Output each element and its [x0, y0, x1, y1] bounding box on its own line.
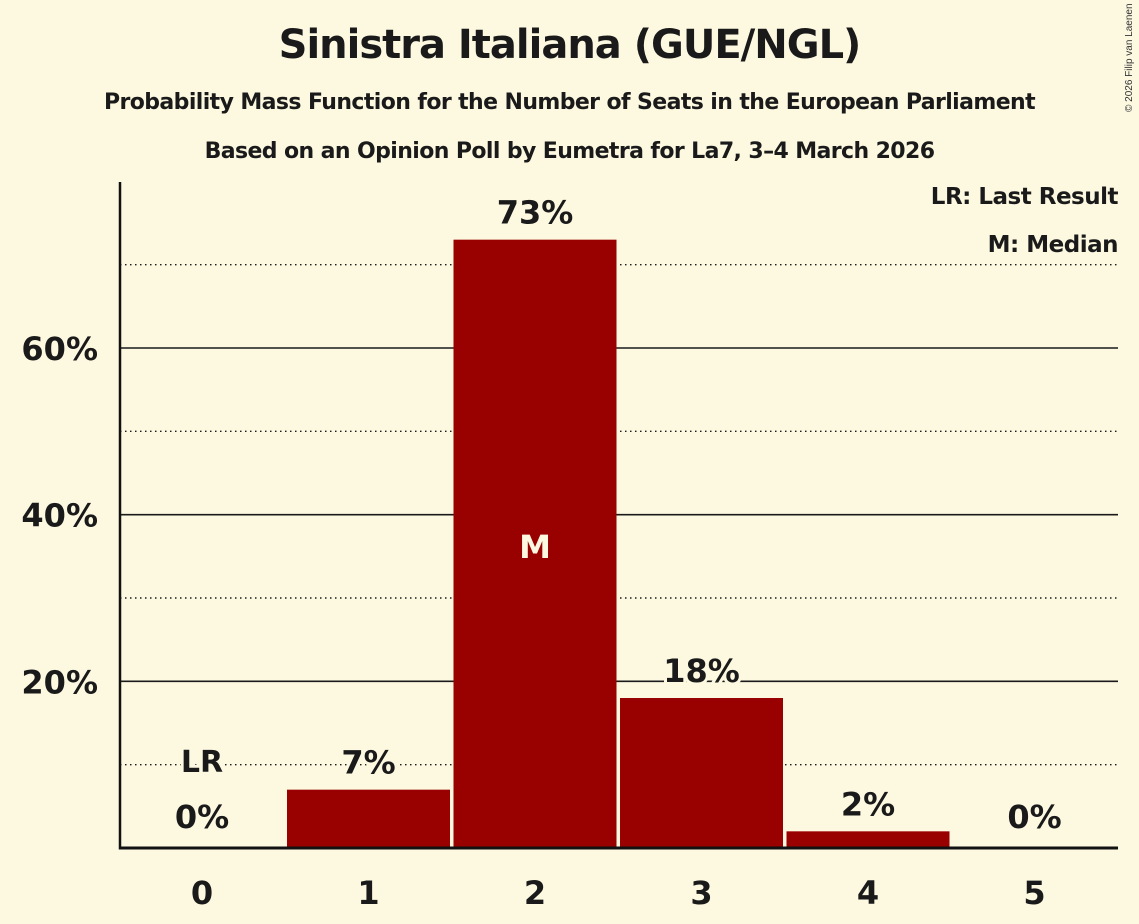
value-label: 73% — [497, 194, 574, 232]
value-label: 0% — [175, 798, 229, 836]
x-tick-label: 5 — [1023, 874, 1045, 912]
last-result-marker: LR — [181, 745, 223, 780]
value-label: 18% — [663, 652, 740, 690]
bar-seat-4 — [786, 831, 950, 848]
chart-subtitle: Probability Mass Function for the Number… — [104, 90, 1036, 115]
x-tick-label: 4 — [857, 874, 879, 912]
x-tick-label: 3 — [690, 874, 712, 912]
bar-seat-1 — [287, 789, 450, 848]
y-tick-label: 60% — [21, 330, 98, 368]
legend-last-result: LR: Last Result — [930, 184, 1119, 210]
value-label: 2% — [841, 785, 895, 823]
bar-seat-2 — [453, 239, 617, 848]
chart-caption: Based on an Opinion Poll by Eumetra for … — [204, 139, 935, 164]
value-label: 7% — [341, 744, 395, 782]
bar-seat-3 — [620, 698, 783, 848]
chart-title: Sinistra Italiana (GUE/NGL) — [278, 22, 862, 68]
median-marker: M — [519, 528, 551, 566]
value-label: 0% — [1007, 798, 1061, 836]
x-tick-label: 1 — [357, 874, 379, 912]
x-tick-label: 2 — [524, 874, 546, 912]
y-tick-label: 20% — [21, 663, 98, 701]
legend-median: M: Median — [987, 232, 1119, 258]
x-tick-label: 0 — [191, 874, 213, 912]
y-tick-label: 40% — [21, 497, 98, 535]
